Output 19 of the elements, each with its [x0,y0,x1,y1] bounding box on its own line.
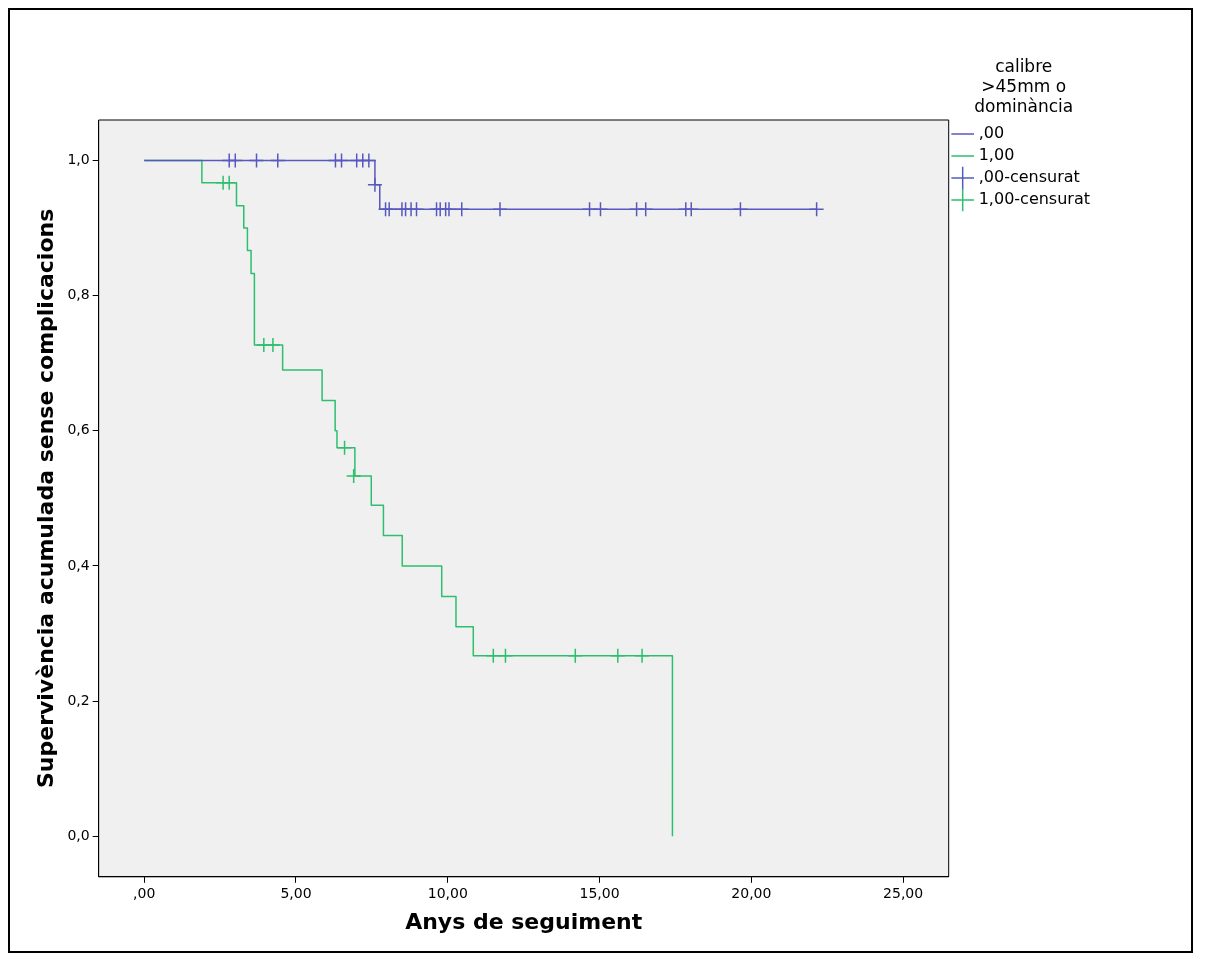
legend-label: ,00 [978,123,1005,143]
x-tick-label: 5,00 [280,884,312,901]
y-tick-label: 0,2 [67,691,90,708]
y-tick-label: 0,0 [67,826,90,843]
legend-label: 1,00 [978,145,1015,165]
y-tick-label: 0,6 [67,421,90,438]
x-tick-label: 25,00 [883,884,924,901]
x-tick-label: 10,00 [427,884,468,901]
y-axis-title: Supervivència acumulada sense complicacions [32,208,58,789]
x-axis-title: Anys de seguiment [405,908,643,934]
x-tick-label: 20,00 [731,884,772,901]
legend-label: ,00-censurat [978,167,1080,187]
legend-title: calibre >45mm o dominància [974,56,1074,116]
legend-label: 1,00-censurat [978,189,1090,209]
y-tick-label: 0,8 [67,286,90,303]
x-tick-label: 15,00 [579,884,620,901]
x-tick-label: ,00 [133,884,156,901]
y-tick-label: 1,0 [67,151,90,168]
y-tick-label: 0,4 [67,556,90,573]
